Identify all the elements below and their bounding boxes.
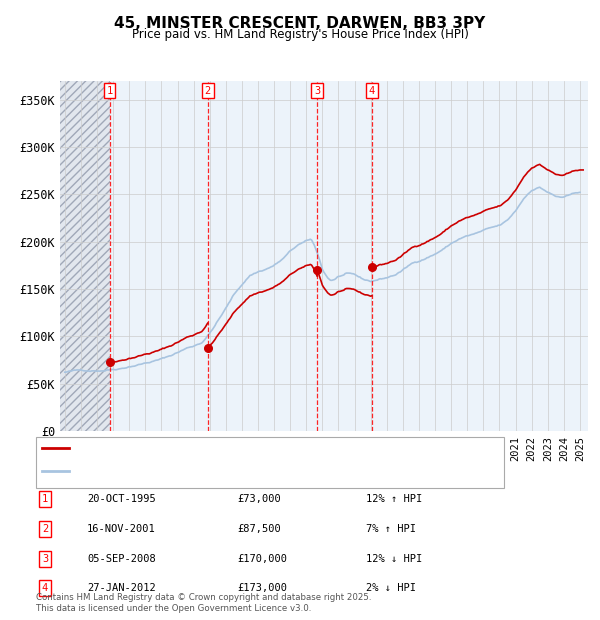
Text: £170,000: £170,000 (237, 554, 287, 564)
Bar (208, 81, 317, 431)
Text: 4: 4 (42, 583, 48, 593)
Text: Contains HM Land Registry data © Crown copyright and database right 2025.
This d: Contains HM Land Registry data © Crown c… (36, 593, 371, 613)
Bar (372, 81, 588, 431)
Bar (60, 81, 110, 431)
Text: 2% ↓ HPI: 2% ↓ HPI (366, 583, 416, 593)
Text: 27-JAN-2012: 27-JAN-2012 (87, 583, 156, 593)
Bar (60, 81, 110, 431)
Text: 05-SEP-2008: 05-SEP-2008 (87, 554, 156, 564)
Text: 3: 3 (314, 86, 320, 96)
Text: £87,500: £87,500 (237, 524, 281, 534)
Text: 2: 2 (42, 524, 48, 534)
Text: 12% ↓ HPI: 12% ↓ HPI (366, 554, 422, 564)
Text: £73,000: £73,000 (237, 494, 281, 504)
Text: 1: 1 (42, 494, 48, 504)
Text: 1: 1 (107, 86, 113, 96)
Text: 16-NOV-2001: 16-NOV-2001 (87, 524, 156, 534)
Text: 3: 3 (42, 554, 48, 564)
Text: HPI: Average price, detached house, Blackburn with Darwen: HPI: Average price, detached house, Blac… (75, 466, 389, 476)
Text: 12% ↑ HPI: 12% ↑ HPI (366, 494, 422, 504)
Bar (110, 81, 208, 431)
Bar (317, 81, 372, 431)
Text: Price paid vs. HM Land Registry's House Price Index (HPI): Price paid vs. HM Land Registry's House … (131, 28, 469, 41)
Text: 20-OCT-1995: 20-OCT-1995 (87, 494, 156, 504)
Text: 4: 4 (368, 86, 375, 96)
Text: 45, MINSTER CRESCENT, DARWEN, BB3 3PY: 45, MINSTER CRESCENT, DARWEN, BB3 3PY (115, 16, 485, 30)
Text: 2: 2 (205, 86, 211, 96)
Text: 7% ↑ HPI: 7% ↑ HPI (366, 524, 416, 534)
Text: £173,000: £173,000 (237, 583, 287, 593)
Text: 45, MINSTER CRESCENT, DARWEN, BB3 3PY (detached house): 45, MINSTER CRESCENT, DARWEN, BB3 3PY (d… (75, 443, 397, 453)
